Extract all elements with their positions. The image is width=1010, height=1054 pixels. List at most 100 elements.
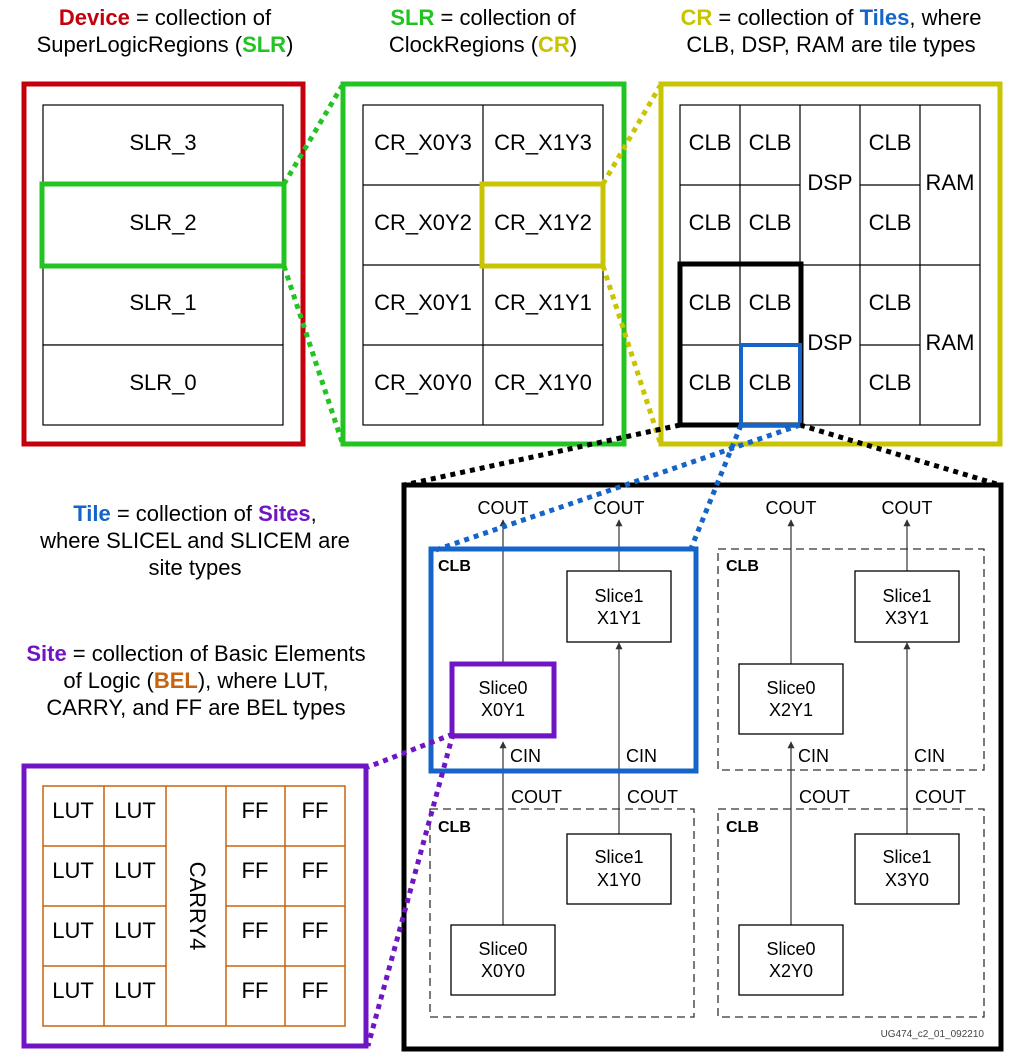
- slr-caption-text: = collection of: [434, 5, 576, 30]
- slice: Slice0 X0Y0: [450, 924, 556, 996]
- tile-highlight: [428, 546, 699, 774]
- cr-label: CR_X1Y1: [494, 290, 592, 315]
- slr-caption-text: ClockRegions (: [388, 32, 539, 57]
- cin-label: CIN: [510, 746, 541, 766]
- slice: Slice0 X2Y0: [738, 924, 844, 996]
- tile-label: CLB: [749, 290, 792, 315]
- ff-label: FF: [302, 858, 329, 883]
- clb-block-label: CLB: [438, 558, 471, 575]
- site-caption-text: = collection of Basic Elements: [66, 641, 366, 666]
- clb-dashed-box: [429, 808, 695, 1018]
- zoom-connector: [600, 265, 663, 443]
- ff-label: FF: [302, 918, 329, 943]
- ram-label: RAM: [926, 170, 975, 195]
- clb-block-label: CLB: [726, 819, 759, 836]
- cr-label: CR_X0Y3: [374, 130, 472, 155]
- tile-caption-text: = collection of: [110, 501, 259, 526]
- slr-cell: [42, 104, 284, 186]
- slice-coord: X0Y1: [481, 700, 525, 720]
- cout-label: COUT: [511, 787, 562, 807]
- tile-label: CLB: [689, 370, 732, 395]
- bel-labels: LUT LUT LUT LUT LUT LUT LUT LUT FF FF FF…: [52, 798, 328, 1003]
- cr-label: CR_X0Y2: [374, 210, 472, 235]
- device-caption-text: = collection of: [129, 5, 272, 30]
- slr-caption: SLR = collection of ClockRegions (CR): [338, 4, 628, 58]
- ff-label: FF: [302, 798, 329, 823]
- slice: Slice0 X2Y1: [738, 663, 844, 735]
- cr-frame: [658, 81, 1003, 447]
- slice-name: Slice0: [478, 678, 527, 698]
- tile-caption-text: where SLICEL and SLICEM are: [40, 528, 350, 553]
- slice-coord: X1Y1: [597, 608, 641, 628]
- slice-coord: X1Y0: [597, 870, 641, 890]
- slr-abbr: SLR: [242, 32, 287, 57]
- zoom-connector: [281, 265, 345, 443]
- lut-label: LUT: [52, 798, 94, 823]
- tile-label: CLB: [869, 210, 912, 235]
- sites-term: Sites: [258, 501, 311, 526]
- slr-label: SLR_2: [129, 210, 196, 235]
- zoom-connector: [432, 422, 801, 554]
- cout-label: COUT: [799, 787, 850, 807]
- tile-caption-text: site types: [148, 555, 242, 580]
- tile-label: CLB: [749, 370, 792, 395]
- slr-stack: SLR_3 SLR_2 SLR_1 SLR_0: [42, 104, 284, 426]
- site-caption-text: of Logic (: [63, 668, 154, 693]
- cin-label: CIN: [626, 746, 657, 766]
- site-term: Site: [26, 641, 67, 666]
- cr-label: CR_X1Y0: [494, 370, 592, 395]
- slr-term: SLR: [390, 5, 435, 30]
- slice-name: Slice0: [766, 678, 815, 698]
- cr-caption: CR = collection of Tiles, where CLB, DSP…: [656, 4, 1006, 58]
- slr-caption-text: ): [569, 32, 578, 57]
- device-term: Device: [58, 5, 130, 30]
- site-caption: Site = collection of Basic Elements of L…: [6, 640, 386, 721]
- lut-label: LUT: [114, 858, 156, 883]
- slr-cell: [42, 344, 284, 426]
- slr-highlight: [39, 181, 287, 269]
- site-highlight: [449, 661, 557, 739]
- slr-frame: [340, 81, 627, 447]
- tile-label: CLB: [749, 210, 792, 235]
- slice: Slice1 X3Y1: [854, 570, 960, 643]
- lut-label: LUT: [114, 978, 156, 1003]
- clb-block-label: CLB: [438, 819, 471, 836]
- tile-label: CLB: [869, 370, 912, 395]
- tile-highlight: [739, 343, 802, 427]
- cr-label: CR_X1Y3: [494, 130, 592, 155]
- zoom-connector: [365, 733, 456, 1047]
- clb-block-label: CLB: [726, 558, 759, 575]
- figure-id: UG474_c2_01_092210: [881, 1029, 985, 1040]
- zoom-connector: [600, 84, 663, 186]
- cr-term: CR: [680, 5, 713, 30]
- ff-label: FF: [242, 918, 269, 943]
- ff-label: FF: [242, 858, 269, 883]
- cr-label: CR_X1Y2: [494, 210, 592, 235]
- lut-label: LUT: [114, 918, 156, 943]
- slr-label: SLR_3: [129, 130, 196, 155]
- tile-caption: Tile = collection of Sites, where SLICEL…: [10, 500, 380, 581]
- zoom-connector: [799, 422, 1001, 488]
- slice-name: Slice0: [766, 939, 815, 959]
- lut-label: LUT: [52, 858, 94, 883]
- clb-dashed-box: [717, 548, 985, 771]
- dsp-label: DSP: [807, 330, 852, 355]
- slice-name: Slice0: [478, 939, 527, 959]
- zoom-connector: [281, 84, 345, 186]
- cout-label: COUT: [882, 498, 933, 518]
- ff-label: FF: [242, 978, 269, 1003]
- slice-name: Slice1: [594, 847, 643, 867]
- slr-label: SLR_1: [129, 290, 196, 315]
- cout-label: COUT: [915, 787, 966, 807]
- cin-label: CIN: [914, 746, 945, 766]
- cr-caption-text: = collection of: [712, 5, 860, 30]
- slice-coord: X3Y0: [885, 870, 929, 890]
- ff-label: FF: [302, 978, 329, 1003]
- slice-name: Slice1: [882, 586, 931, 606]
- slice: Slice0 X0Y1: [450, 663, 556, 735]
- cin-label: CIN: [798, 746, 829, 766]
- clb-dashed-box: [717, 808, 985, 1018]
- lut-label: LUT: [52, 978, 94, 1003]
- ff-label: FF: [242, 798, 269, 823]
